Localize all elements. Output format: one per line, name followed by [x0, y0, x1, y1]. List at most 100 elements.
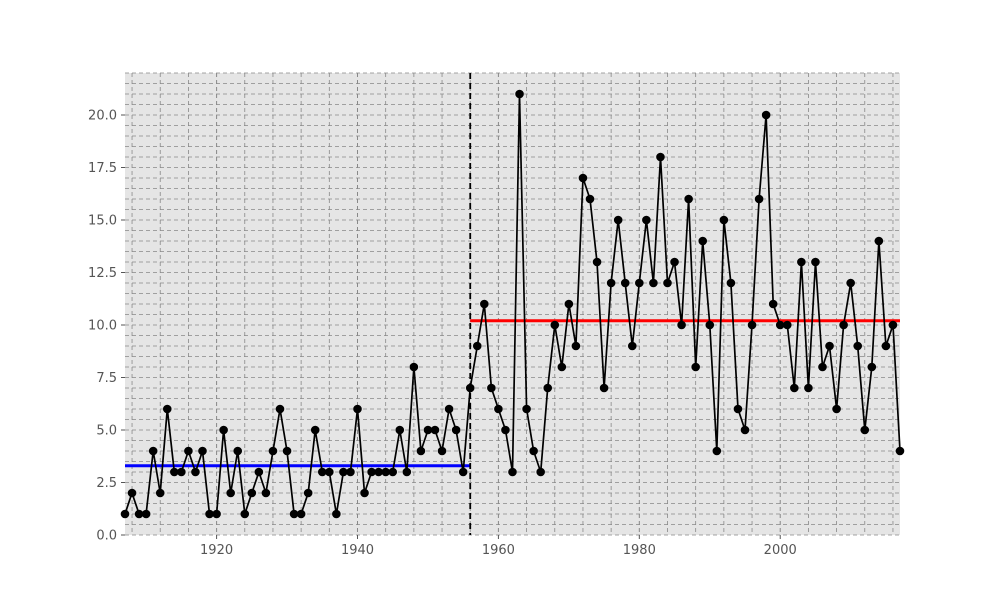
- data-point: [360, 488, 369, 498]
- y-tick-label: 10.0: [88, 319, 117, 334]
- data-point: [423, 425, 433, 435]
- data-point: [282, 446, 292, 456]
- data-point: [571, 341, 581, 351]
- x-tick-label: 1920: [200, 543, 233, 558]
- data-point: [585, 194, 595, 204]
- data-point: [339, 467, 348, 477]
- data-point: [832, 404, 841, 414]
- x-axis: 1920 1940 1960 1980 2000: [200, 535, 797, 558]
- data-point: [691, 362, 700, 372]
- y-axis: 0.0 2.5 5.0 7.5 10.0 12.5 15.0 17.5 20.0: [88, 109, 125, 544]
- data-point: [677, 320, 686, 330]
- data-point: [642, 215, 651, 225]
- data-point: [458, 467, 468, 477]
- data-point: [254, 467, 264, 477]
- data-point: [134, 509, 144, 519]
- mean-lines: [125, 319, 900, 468]
- data-point: [797, 257, 806, 267]
- data-point: [219, 425, 228, 435]
- data-point: [198, 446, 207, 456]
- data-point: [761, 110, 771, 120]
- data-point: [275, 404, 285, 414]
- data-point: [818, 362, 827, 372]
- data-point: [536, 467, 545, 477]
- data-point: [712, 446, 722, 456]
- data-point: [754, 194, 764, 204]
- data-point: [564, 299, 574, 309]
- data-point: [226, 488, 235, 498]
- data-point: [487, 383, 496, 393]
- data-point: [430, 425, 440, 435]
- data-point: [240, 509, 250, 519]
- data-point: [670, 257, 679, 267]
- data-point: [663, 278, 672, 288]
- data-point: [148, 446, 158, 456]
- data-point: [480, 299, 489, 309]
- data-point: [881, 341, 891, 351]
- data-point: [395, 425, 405, 435]
- data-point: [790, 383, 799, 393]
- data-point: [508, 467, 517, 477]
- data-point: [332, 509, 341, 519]
- data-point: [578, 173, 588, 183]
- data-point: [247, 488, 257, 498]
- y-tick-label: 20.0: [88, 109, 117, 124]
- data-point: [409, 362, 419, 372]
- data-point: [606, 278, 616, 288]
- data-point: [656, 152, 665, 162]
- data-point: [233, 446, 243, 456]
- x-tick-label: 1960: [482, 543, 515, 558]
- data-point: [719, 215, 729, 225]
- data-point: [768, 299, 778, 309]
- data-point: [325, 467, 334, 477]
- data-point: [825, 341, 834, 351]
- y-tick-label: 5.0: [96, 424, 117, 439]
- data-point: [402, 467, 412, 477]
- data-point: [317, 467, 327, 477]
- data-point: [353, 404, 362, 414]
- data-point: [416, 446, 426, 456]
- data-point: [289, 509, 299, 519]
- data-point: [557, 362, 567, 372]
- data-point: [698, 236, 708, 246]
- data-point: [613, 215, 623, 225]
- data-point: [592, 257, 602, 267]
- data-point: [888, 320, 898, 330]
- data-point: [860, 425, 870, 435]
- data-point: [811, 257, 820, 267]
- data-point: [205, 509, 214, 519]
- data-point: [684, 194, 693, 204]
- data-point: [895, 446, 905, 456]
- data-point: [550, 320, 560, 330]
- data-point: [775, 320, 785, 330]
- data-point: [374, 467, 383, 477]
- y-tick-label: 7.5: [96, 371, 117, 386]
- data-point: [740, 425, 750, 435]
- data-point: [120, 509, 130, 519]
- data-point: [212, 509, 221, 519]
- data-point: [191, 467, 200, 477]
- data-point: [437, 446, 447, 456]
- data-point: [733, 404, 743, 414]
- data-point: [867, 362, 877, 372]
- series: [120, 89, 905, 519]
- data-point: [782, 320, 792, 330]
- data-point: [310, 425, 320, 435]
- data-point: [170, 467, 179, 477]
- data-point: [726, 278, 736, 288]
- data-point: [747, 320, 757, 330]
- y-tick-label: 12.5: [88, 266, 117, 281]
- data-point: [141, 509, 151, 519]
- data-point: [501, 425, 510, 435]
- data-point: [367, 467, 376, 477]
- data-point: [846, 278, 855, 288]
- data-point: [268, 446, 278, 456]
- data-point: [184, 446, 193, 456]
- data-point: [839, 320, 848, 330]
- data-point: [465, 383, 475, 393]
- data-point: [472, 341, 482, 351]
- data-point: [303, 488, 313, 498]
- data-point: [635, 278, 644, 288]
- data-point: [804, 383, 813, 393]
- x-tick-label: 1940: [341, 543, 374, 558]
